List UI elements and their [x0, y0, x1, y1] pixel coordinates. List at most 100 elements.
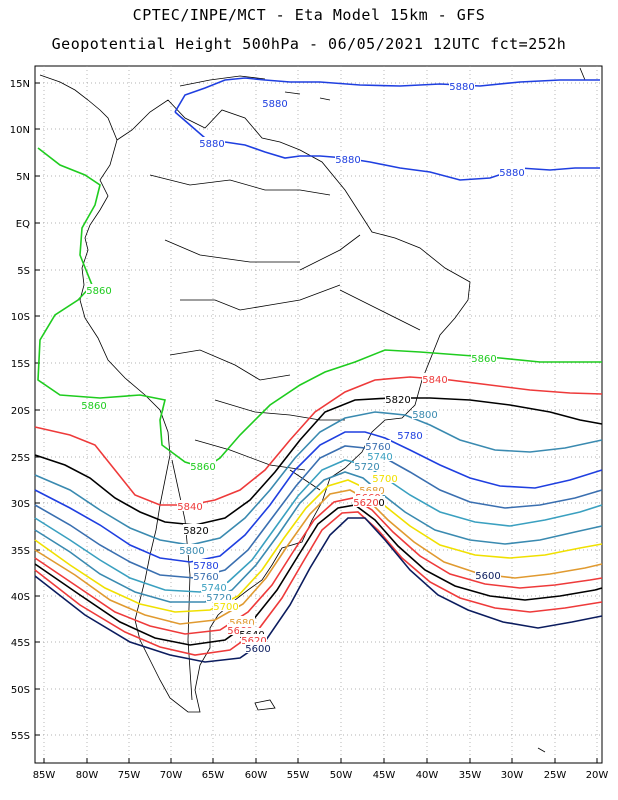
contour-line-5680 — [34, 489, 603, 625]
longitude-labels: 85W 80W 75W 70W 65W 60W 55W 50W 45W 40W 35W 30W 25W 2… — [33, 758, 609, 781]
contour-label-bg — [245, 642, 271, 653]
contour-line-5840 — [34, 376, 603, 506]
contour-label: 5620 — [241, 636, 266, 647]
lon-label: 20W — [586, 770, 609, 781]
contour-label: 5840 — [422, 375, 447, 386]
contour-label-bg — [199, 137, 225, 148]
country-borders — [149, 174, 421, 701]
lon-label: 60W — [245, 770, 268, 781]
lat-label: 5S — [17, 266, 30, 277]
lon-label: 35W — [459, 770, 482, 781]
contour-label-bg — [86, 284, 112, 295]
contour-label-bg — [475, 569, 501, 580]
contour-line-5800 — [34, 411, 603, 546]
contour-label: 5860 — [471, 354, 496, 365]
contour-label: 5620 — [353, 498, 378, 509]
lat-label: 15S — [11, 359, 30, 370]
lat-label: 45S — [11, 638, 30, 649]
lat-label: EQ — [16, 219, 30, 230]
map-title: CPTEC/INPE/MCT - Eta Model 15km - GFS — [132, 6, 486, 24]
contour-line-5720 — [34, 471, 603, 603]
contour-label: 5600 — [475, 571, 500, 582]
contour-label: 5880 — [262, 99, 287, 110]
contour-label: 5800 — [179, 546, 204, 557]
lat-label: 55S — [11, 731, 30, 742]
contour-line-5600 — [34, 517, 603, 663]
lon-label: 45W — [373, 770, 396, 781]
lon-label: 40W — [416, 770, 439, 781]
caribbean-islands — [179, 67, 586, 101]
contour-line-5760 — [34, 445, 603, 579]
contour-label-bg — [354, 460, 380, 471]
contour-label-bg — [335, 153, 361, 164]
lat-label: 40S — [11, 592, 30, 603]
contour-label: 5820 — [385, 395, 410, 406]
contour-label-bg — [239, 628, 265, 639]
height-contours — [34, 77, 603, 663]
contour-label: 5860 — [86, 286, 111, 297]
contour-label-bg — [359, 484, 385, 495]
contour-line-5660 — [34, 497, 603, 635]
contour-label-bg — [412, 408, 438, 419]
contour-label: 5860 — [81, 401, 106, 412]
lon-label: 85W — [33, 770, 56, 781]
contour-label-bg — [193, 570, 219, 581]
lat-label: 35S — [11, 546, 30, 557]
contour-label: 5820 — [183, 526, 208, 537]
contour-label: 5720 — [206, 593, 231, 604]
latitude-labels: 15N 10N 5N EQ 5S 10S 15S 20S 25S 30S 35S 40S 45S 50S 5… — [10, 79, 40, 742]
contour-line-5820 — [34, 397, 603, 526]
contour-label-bg — [201, 581, 227, 592]
falkland-islands — [254, 699, 276, 711]
lon-label: 25W — [544, 770, 567, 781]
map-frame — [34, 65, 603, 764]
contour-label: 5840 — [177, 502, 202, 513]
south-georgia — [537, 747, 546, 753]
contour-label: 5800 — [412, 410, 437, 421]
contour-label: 5880 — [199, 139, 224, 150]
lat-label: 30S — [11, 499, 30, 510]
lon-label: 30W — [501, 770, 524, 781]
map-grid — [35, 66, 602, 763]
lon-label: 55W — [287, 770, 310, 781]
contour-label: 5720 — [354, 462, 379, 473]
contour-label-bg — [81, 399, 107, 410]
lat-label: 10S — [11, 312, 30, 323]
lat-label: 10N — [10, 125, 30, 136]
contour-label: 5700 — [213, 602, 238, 613]
contour-label-bg — [206, 591, 232, 602]
contour-line-5620 — [34, 511, 603, 656]
contour-label: 5740 — [367, 452, 392, 463]
contour-label-bg — [353, 496, 379, 507]
contour-label-bg — [183, 524, 209, 535]
map-subtitle: Geopotential Height 500hPa - 06/05/2021 … — [51, 35, 567, 53]
contour-label: 5760 — [193, 572, 218, 583]
contour-label-bg — [177, 500, 203, 511]
lat-label: 25S — [11, 453, 30, 464]
contour-label-bg — [213, 600, 239, 611]
contour-label-bg — [190, 460, 216, 471]
contour-label-bg — [229, 616, 255, 627]
contour-label-bg — [262, 97, 288, 108]
contour-label-bg — [385, 393, 411, 404]
contour-label-bg — [449, 80, 475, 91]
contour-label-bg — [365, 440, 391, 451]
lat-label: 20S — [11, 406, 30, 417]
contour-label: 5880 — [449, 82, 474, 93]
contour-label-bg — [397, 429, 423, 440]
lat-label: 15N — [10, 79, 30, 90]
contour-label-bg — [471, 352, 497, 363]
contour-label: 5780 — [193, 561, 218, 572]
contour-label-bg — [241, 634, 267, 645]
contour-label: 5680 — [229, 618, 254, 629]
contour-label-bg — [499, 166, 525, 177]
lon-label: 80W — [76, 770, 99, 781]
contour-labels: 5880 5880 5880 5880 5880 5860 5860 5860 5860 5840… — [81, 80, 525, 655]
central-america-coast — [39, 74, 118, 141]
contour-line-5880 — [174, 77, 600, 113]
contour-label: 5700 — [372, 474, 397, 485]
coastlines — [39, 67, 586, 753]
lon-label: 65W — [202, 770, 225, 781]
lon-label: 75W — [118, 770, 141, 781]
